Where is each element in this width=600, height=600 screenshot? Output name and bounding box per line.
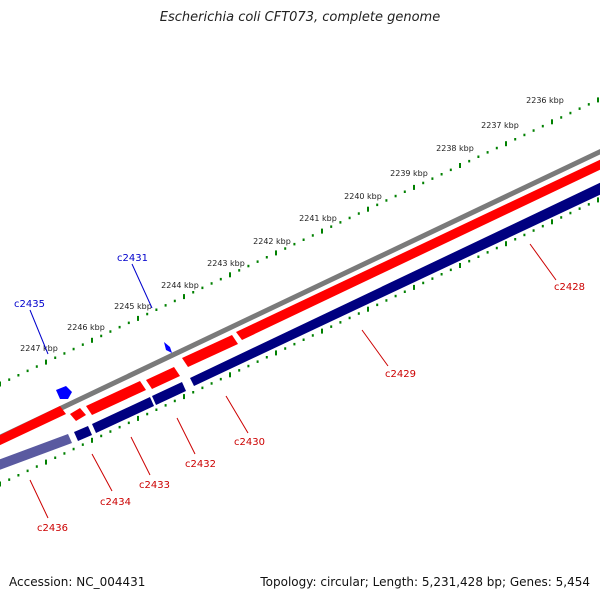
gene-block-reverse[interactable] — [74, 426, 92, 441]
callout-line — [130, 436, 151, 476]
gene-block-forward[interactable] — [0, 406, 66, 447]
callout-line — [91, 453, 113, 492]
gene-block-reverse[interactable] — [190, 178, 600, 386]
gene-label-c2436[interactable]: c2436 — [37, 523, 68, 534]
gene-label-c2432[interactable]: c2432 — [185, 459, 216, 470]
forward-strand-track — [0, 155, 600, 447]
feature-marker[interactable] — [56, 386, 72, 399]
scale-label: 2237 kbp — [481, 121, 519, 130]
callout-line — [29, 479, 49, 519]
gene-label-c2433[interactable]: c2433 — [139, 480, 170, 491]
map-title: Escherichia coli CFT073, complete genome — [159, 10, 441, 25]
scale-label: 2245 kbp — [114, 302, 152, 311]
callout-line — [29, 309, 49, 355]
callout-line — [131, 263, 153, 309]
reverse-strand-track — [0, 178, 600, 472]
gene-block-reverse[interactable] — [152, 382, 186, 405]
gene-block-reverse[interactable] — [92, 397, 154, 433]
scale-label: 2244 kbp — [161, 281, 199, 290]
gene-block-forward[interactable] — [86, 381, 146, 415]
inner-tick-track — [0, 197, 599, 487]
genome-summary: Topology: circular; Length: 5,231,428 bp… — [260, 575, 590, 589]
gene-block-forward[interactable] — [70, 408, 86, 421]
gene-callouts-bottom: c2428 c2429 c2430 c2432 c2433 c2434 c243… — [29, 243, 585, 534]
scale-labels: 2236 kbp 2237 kbp 2238 kbp 2239 kbp 2240… — [20, 96, 564, 353]
scale-label: 2247 kbp — [20, 344, 58, 353]
gene-label-c2428[interactable]: c2428 — [554, 282, 585, 293]
feature-marker[interactable] — [164, 342, 172, 353]
gene-callouts-top: c2431 c2435 — [14, 253, 153, 355]
scale-label: 2236 kbp — [526, 96, 564, 105]
backbone-track — [0, 148, 600, 441]
scale-label: 2239 kbp — [390, 169, 428, 178]
gene-label-c2435[interactable]: c2435 — [14, 299, 45, 310]
gene-label-c2431[interactable]: c2431 — [117, 253, 148, 264]
scale-label: 2243 kbp — [207, 259, 245, 268]
outer-tick-track — [0, 97, 599, 387]
gene-block-forward[interactable] — [146, 367, 180, 389]
gene-block-forward[interactable] — [182, 335, 238, 367]
callout-line — [176, 417, 196, 455]
gene-label-c2434[interactable]: c2434 — [100, 497, 131, 508]
gene-label-c2429[interactable]: c2429 — [385, 369, 416, 380]
scale-label: 2242 kbp — [253, 237, 291, 246]
scale-label: 2240 kbp — [344, 192, 382, 201]
callout-line — [529, 243, 557, 281]
gene-label-c2430[interactable]: c2430 — [234, 437, 265, 448]
gene-block-reverse[interactable] — [0, 434, 72, 472]
scale-label: 2246 kbp — [67, 323, 105, 332]
callout-line — [361, 329, 389, 367]
scale-label: 2238 kbp — [436, 144, 474, 153]
callout-line — [225, 395, 249, 434]
gene-block-forward[interactable] — [236, 155, 600, 340]
accession-label: Accession: NC_004431 — [9, 575, 146, 589]
scale-label: 2241 kbp — [299, 214, 337, 223]
feature-markers — [56, 342, 172, 399]
